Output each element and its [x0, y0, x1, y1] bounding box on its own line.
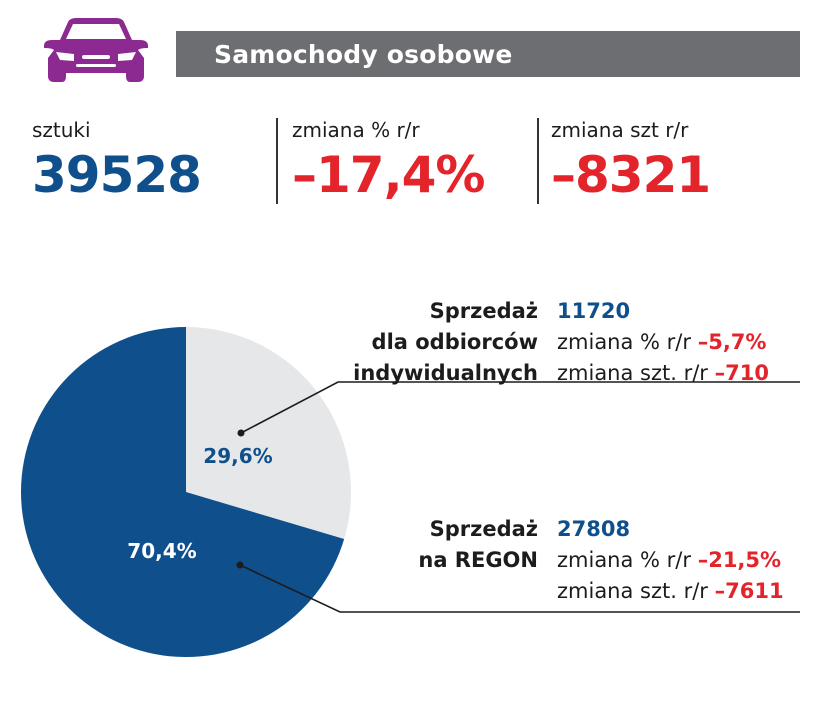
segment-individual-units-label: zmiana szt. r/r — [557, 361, 708, 385]
pie-slices — [20, 327, 351, 657]
pie-labels: 29,6% 70,4% — [127, 444, 272, 563]
header-title: Samochody osobowe — [214, 39, 513, 69]
segment-regon-stats: 27808 zmiana % r/r –21,5% zmiana szt. r/… — [557, 514, 784, 607]
segment-individual-pct-row: zmiana % r/r –5,7% — [557, 327, 769, 358]
segment-regon-title-line: na REGON — [418, 548, 538, 572]
stat-units-value: 39528 — [32, 146, 202, 204]
header-bar: Samochody osobowe — [176, 31, 800, 77]
segment-regon-title: Sprzedaż na REGON — [418, 514, 538, 576]
segment-individual-title-line: Sprzedaż — [429, 299, 538, 323]
leader-dot-individual — [237, 429, 245, 437]
stat-pct-change-label: zmiana % r/r — [292, 118, 420, 142]
segment-individual-pct-value: –5,7% — [697, 330, 767, 354]
pie-slice-label: 70,4% — [127, 539, 196, 563]
segment-regon-title-line: Sprzedaż — [429, 517, 538, 541]
segment-individual-title-line: dla odbiorców — [371, 330, 538, 354]
pie-slice-label: 29,6% — [203, 444, 272, 468]
segment-individual-count: 11720 — [557, 299, 631, 323]
leader-line-regon — [239, 564, 800, 613]
stat-units-label: sztuki — [32, 118, 91, 142]
pie-slice — [186, 327, 351, 540]
segment-regon-units-label: zmiana szt. r/r — [557, 579, 708, 603]
segment-individual-units-value: –710 — [714, 361, 769, 385]
segment-regon-units-row: zmiana szt. r/r –7611 — [557, 576, 784, 607]
stat-units-change-value: –8321 — [551, 146, 711, 204]
segment-regon-pct-value: –21,5% — [697, 548, 782, 572]
divider — [537, 118, 539, 204]
stat-units-change: zmiana szt r/r –8321 — [551, 118, 711, 204]
stat-pct-change: zmiana % r/r –17,4% — [292, 118, 485, 204]
stat-units-change-label: zmiana szt r/r — [551, 118, 689, 142]
segment-individual-title: Sprzedaż dla odbiorców indywidualnych — [353, 296, 538, 389]
stat-pct-change-value: –17,4% — [292, 146, 485, 204]
segment-individual-units-row: zmiana szt. r/r –710 — [557, 358, 769, 389]
pie-slice — [20, 327, 345, 657]
segment-individual-title-line: indywidualnych — [353, 361, 538, 385]
car-icon — [44, 18, 148, 82]
segment-regon-pct-row: zmiana % r/r –21,5% — [557, 545, 784, 576]
segment-individual-stats: 11720 zmiana % r/r –5,7% zmiana szt. r/r… — [557, 296, 769, 389]
leader-lines — [236, 381, 800, 613]
segment-regon-pct-label: zmiana % r/r — [557, 548, 692, 572]
divider — [276, 118, 278, 204]
stat-units: sztuki 39528 — [32, 118, 202, 204]
leader-dot-regon — [236, 561, 244, 569]
segment-regon-units-value: –7611 — [714, 579, 784, 603]
segment-regon-count: 27808 — [557, 517, 631, 541]
segment-individual-pct-label: zmiana % r/r — [557, 330, 692, 354]
leader-line-individual — [240, 381, 800, 434]
